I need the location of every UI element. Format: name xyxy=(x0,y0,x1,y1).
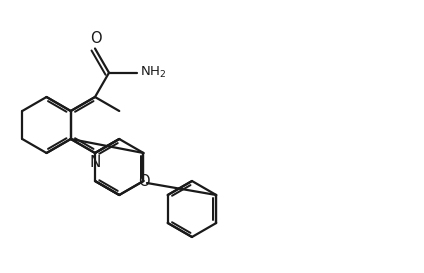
Text: O: O xyxy=(138,174,149,188)
Text: O: O xyxy=(91,31,102,46)
Text: NH$_2$: NH$_2$ xyxy=(140,65,166,80)
Text: N: N xyxy=(89,155,100,170)
